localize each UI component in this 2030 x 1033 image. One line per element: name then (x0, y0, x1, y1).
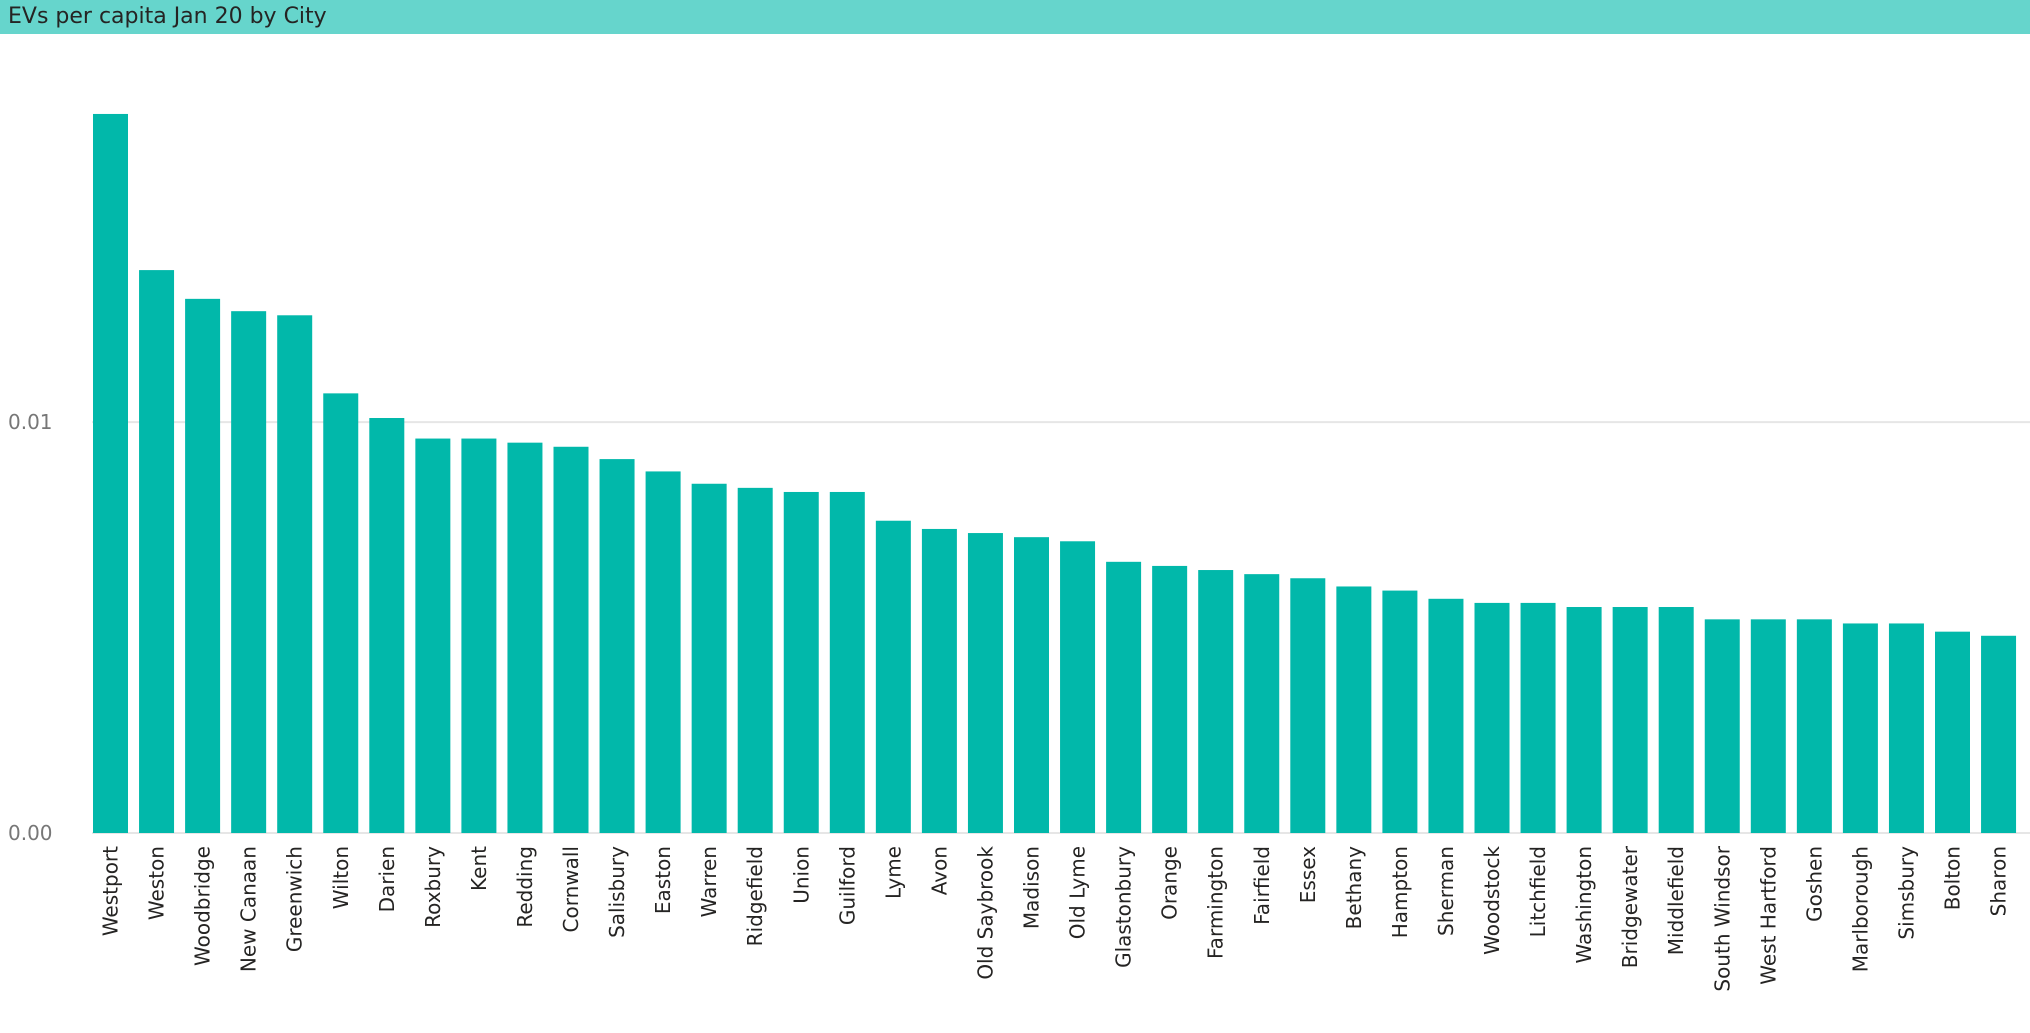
bar-weston[interactable] (139, 270, 175, 833)
x-tick-label: Warren (697, 846, 721, 917)
x-tick-label: Westport (99, 846, 123, 936)
x-tick-label: Sharon (1987, 846, 2011, 916)
x-tick-label: Farmington (1204, 846, 1228, 959)
bar-orange[interactable] (1152, 565, 1188, 833)
bar-old-lyme[interactable] (1060, 541, 1096, 833)
bar-west-hartford[interactable] (1750, 619, 1786, 833)
bar-new-canaan[interactable] (231, 311, 267, 833)
bar-avon[interactable] (921, 528, 957, 833)
bars (93, 113, 2017, 833)
x-tick-label: Bolton (1941, 846, 1965, 910)
x-tick-label: Ridgefield (743, 846, 767, 946)
bar-farmington[interactable] (1198, 570, 1234, 833)
bar-woodstock[interactable] (1474, 602, 1510, 833)
bar-essex[interactable] (1290, 578, 1326, 833)
bar-redding[interactable] (507, 442, 543, 833)
x-tick-label: West Hartford (1756, 846, 1780, 985)
x-tick-label: Weston (145, 846, 169, 920)
bar-sherman[interactable] (1428, 598, 1464, 833)
y-tick-label: 0.00 (8, 821, 53, 845)
x-tick-label: Avon (927, 846, 951, 895)
bar-glastonbury[interactable] (1106, 561, 1142, 833)
x-tick-label: Middlefield (1664, 846, 1688, 955)
x-tick-label: Old Lyme (1066, 846, 1090, 939)
bar-sharon[interactable] (1981, 635, 2017, 833)
chart-title: EVs per capita Jan 20 by City (0, 0, 2030, 34)
x-tick-label: Litchfield (1526, 846, 1550, 937)
x-tick-label: Washington (1572, 846, 1596, 964)
x-tick-label: Hampton (1388, 846, 1412, 938)
x-tick-label: Redding (513, 846, 537, 928)
bar-bethany[interactable] (1336, 586, 1372, 833)
bar-greenwich[interactable] (277, 315, 313, 833)
bar-hampton[interactable] (1382, 590, 1418, 833)
x-tick-label: Cornwall (559, 846, 583, 932)
bar-bolton[interactable] (1935, 631, 1970, 833)
x-tick-label: Madison (1020, 846, 1044, 929)
bar-kent[interactable] (461, 438, 497, 833)
x-tick-label: Orange (1158, 846, 1182, 920)
bar-washington[interactable] (1566, 607, 1602, 833)
x-tick-label: Wilton (329, 846, 353, 909)
x-tick-label: Woodbridge (191, 846, 215, 966)
bar-easton[interactable] (645, 471, 681, 833)
x-tick-label: Guilford (835, 846, 859, 925)
x-tick-label: Essex (1296, 846, 1320, 903)
bar-litchfield[interactable] (1520, 602, 1556, 833)
x-tick-label: Glastonbury (1112, 846, 1136, 968)
x-tick-label: New Canaan (237, 846, 261, 972)
bar-salisbury[interactable] (599, 459, 635, 833)
bar-goshen[interactable] (1796, 619, 1832, 833)
x-tick-label: Kent (467, 846, 491, 891)
x-tick-label: Roxbury (421, 846, 445, 928)
x-tick-label: Fairfield (1250, 846, 1274, 925)
bar-south-windsor[interactable] (1704, 619, 1740, 833)
x-tick-label: Bethany (1342, 846, 1366, 929)
y-tick-label: 0.01 (8, 410, 53, 434)
bar-marlborough[interactable] (1842, 623, 1878, 833)
x-tick-label: Marlborough (1848, 846, 1872, 972)
bar-old-saybrook[interactable] (967, 533, 1003, 833)
x-axis: Westport Weston Woodbridge New Canaan Greenw… (99, 845, 2011, 991)
x-tick-label: Old Saybrook (973, 846, 997, 980)
bar-warren[interactable] (691, 483, 727, 833)
bar-westport[interactable] (93, 113, 128, 833)
x-tick-label: Lyme (881, 846, 905, 899)
bar-fairfield[interactable] (1244, 574, 1280, 833)
bar-woodbridge[interactable] (185, 298, 221, 833)
x-tick-label: Sherman (1434, 846, 1458, 936)
bar-bridgewater[interactable] (1612, 607, 1648, 833)
x-tick-label: Union (789, 846, 813, 904)
bar-roxbury[interactable] (415, 438, 451, 833)
bar-union[interactable] (783, 491, 819, 833)
x-tick-label: Woodstock (1480, 846, 1504, 955)
x-tick-label: Bridgewater (1618, 845, 1642, 968)
bar-darien[interactable] (369, 418, 405, 833)
bar-guilford[interactable] (829, 491, 865, 833)
bar-simsbury[interactable] (1888, 623, 1924, 833)
x-tick-label: Darien (375, 846, 399, 912)
bar-lyme[interactable] (875, 520, 911, 833)
x-tick-label: Salisbury (605, 846, 629, 938)
x-tick-label: Simsbury (1894, 846, 1918, 940)
y-axis: 0.00 0.01 (8, 410, 53, 845)
x-tick-label: South Windsor (1710, 845, 1734, 991)
bar-madison[interactable] (1014, 537, 1049, 833)
x-tick-label: Easton (651, 846, 675, 914)
bar-middlefield[interactable] (1658, 607, 1694, 833)
bar-ridgefield[interactable] (737, 487, 773, 833)
bar-wilton[interactable] (323, 393, 359, 833)
x-tick-label: Goshen (1802, 846, 1826, 922)
x-tick-label: Greenwich (283, 846, 307, 952)
bar-cornwall[interactable] (553, 446, 589, 833)
